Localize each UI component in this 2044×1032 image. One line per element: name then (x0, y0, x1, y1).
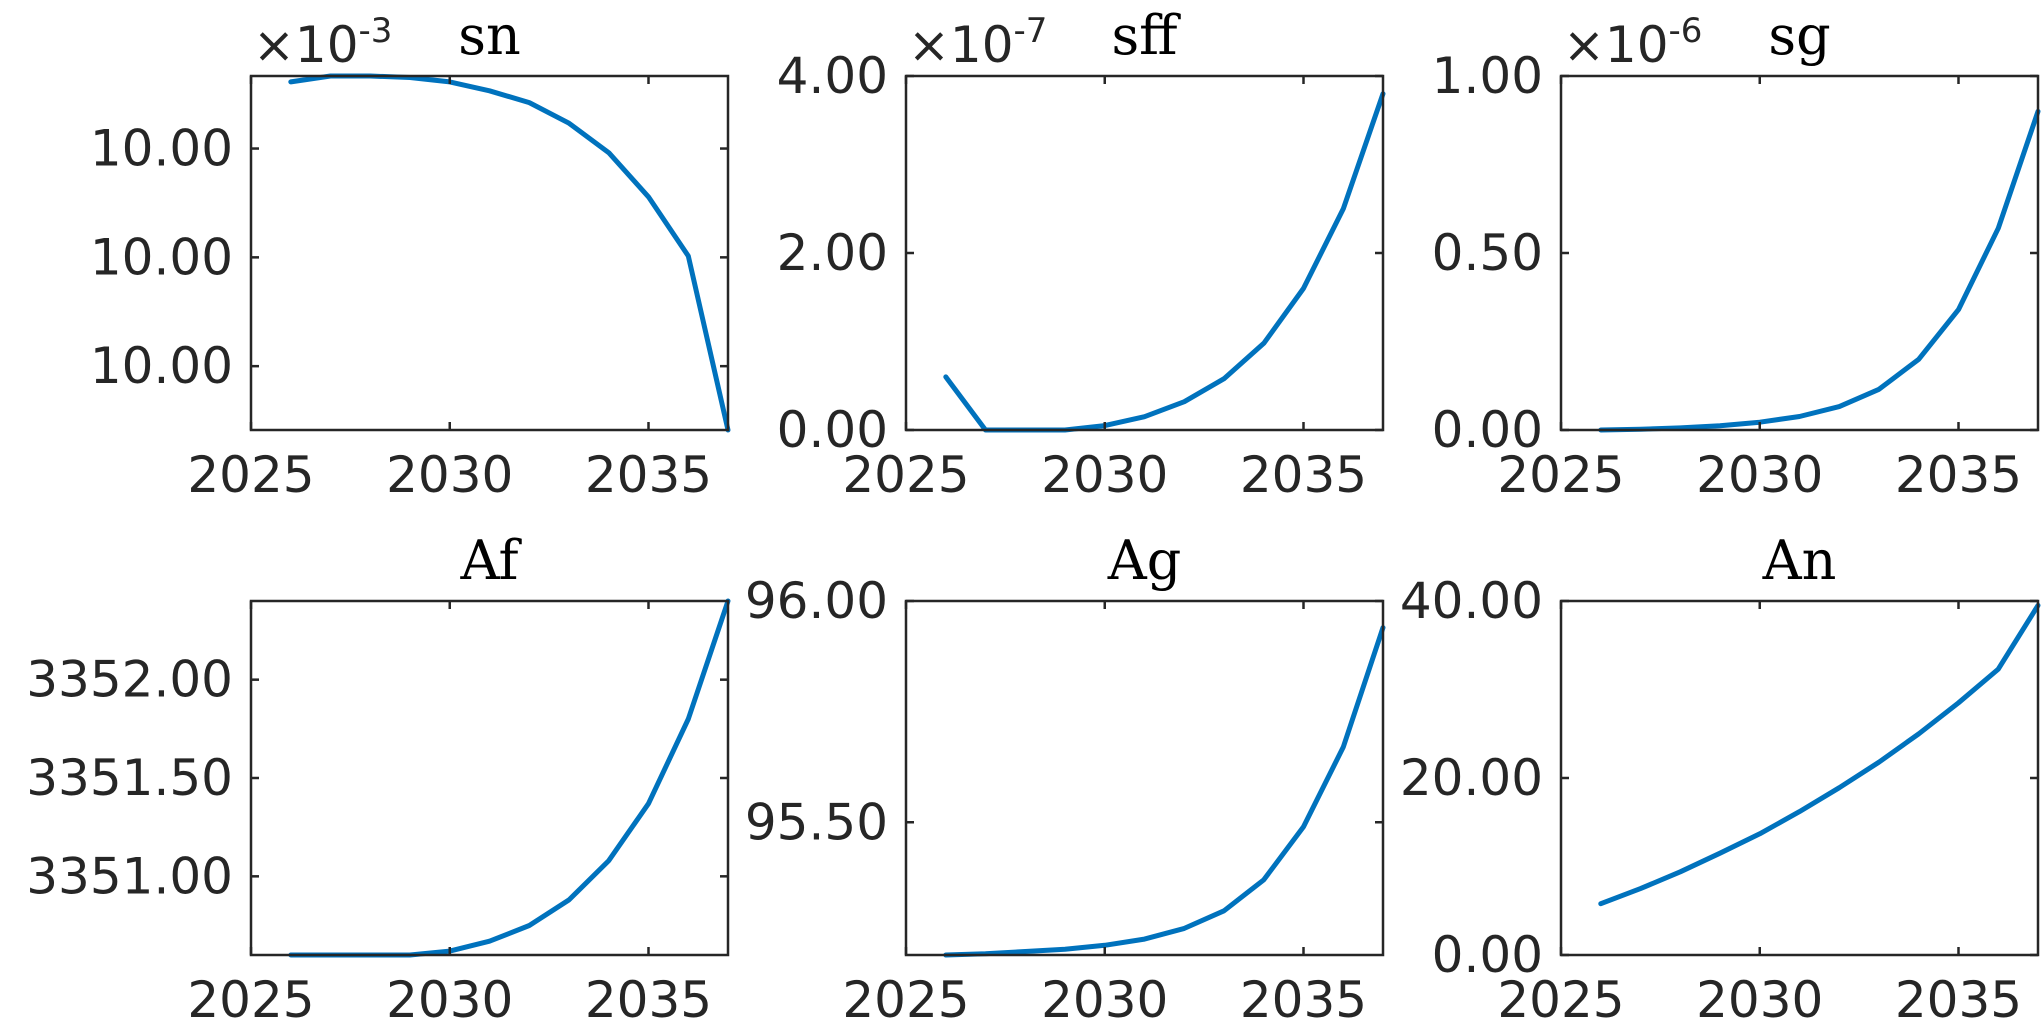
x-tick-label: 2025 (1497, 446, 1624, 504)
subplot-Af: 2025 2030 2035 3351.00 3351.50 3352.00 Af (26, 529, 731, 1029)
x-tick-label: 2030 (386, 971, 513, 1029)
axes-frame (904, 599, 1385, 957)
y-tick-label: 20.00 (1400, 749, 1543, 807)
axes-frame (1559, 74, 2040, 432)
subplot-sff: 2025 2030 2035 0.00 2.00 4.00 ×10-7 sff (777, 4, 1386, 504)
y-tick-label: 4.00 (777, 47, 888, 105)
y-tick-label: 3351.00 (26, 847, 233, 905)
subplot-title: Af (459, 529, 522, 592)
y-exponent-label: ×10-7 (908, 11, 1047, 74)
subplot-title: sff (1111, 4, 1181, 67)
axes-frame (249, 74, 730, 432)
subplot-title: sn (458, 4, 521, 67)
x-tick-label: 2025 (187, 971, 314, 1029)
series-line (943, 91, 1386, 433)
y-tick-label: 3351.50 (26, 749, 233, 807)
subplot-An: 2025 2030 2035 0.00 20.00 40.00 An (1400, 529, 2041, 1029)
x-tick-label: 2025 (842, 971, 969, 1029)
subplot-title: sg (1768, 4, 1830, 67)
x-tick-label: 2030 (386, 446, 513, 504)
subplot-Ag: 2025 2030 2035 95.50 96.00 Ag (745, 529, 1386, 1029)
x-tick-label: 2035 (585, 971, 712, 1029)
y-tick-label: 95.50 (745, 793, 888, 851)
y-tick-label: 40.00 (1400, 572, 1543, 630)
y-exponent-label: ×10-3 (253, 11, 392, 74)
y-tick-label: 3352.00 (26, 651, 233, 709)
axes-frame (904, 74, 1385, 432)
x-tick-label: 2035 (1240, 446, 1367, 504)
x-tick-label: 2025 (1497, 971, 1624, 1029)
series-line (1598, 108, 2041, 433)
y-tick-label: 10.00 (90, 337, 233, 395)
y-tick-label: 0.00 (1432, 401, 1543, 459)
y-tick-label: 0.50 (1432, 224, 1543, 282)
x-tick-label: 2025 (187, 446, 314, 504)
axes-frame (249, 599, 730, 957)
x-tick-label: 2030 (1041, 971, 1168, 1029)
axes-frame (1559, 599, 2040, 957)
subplot-title: An (1762, 529, 1837, 592)
y-tick-label: 96.00 (745, 572, 888, 630)
subplot-sg: 2025 2030 2035 0.00 0.50 1.00 ×10-6 sg (1432, 4, 2041, 504)
series-line (943, 625, 1386, 958)
y-tick-label: 1.00 (1432, 47, 1543, 105)
y-tick-label: 10.00 (90, 120, 233, 178)
y-tick-label: 0.00 (777, 401, 888, 459)
x-tick-label: 2035 (1240, 971, 1367, 1029)
y-tick-label: 2.00 (777, 224, 888, 282)
x-tick-label: 2030 (1696, 971, 1823, 1029)
y-tick-label: 10.00 (90, 228, 233, 286)
x-tick-label: 2035 (1895, 446, 2022, 504)
x-tick-label: 2025 (842, 446, 969, 504)
y-exponent-label: ×10-6 (1563, 11, 1702, 74)
y-tick-label: 0.00 (1432, 926, 1543, 984)
subplot-sn: 2025 2030 2035 10.00 10.00 10.00 ×10-3 sn (90, 4, 731, 504)
series-line (288, 598, 731, 958)
x-tick-label: 2030 (1696, 446, 1823, 504)
series-line (1598, 602, 2041, 907)
series-line (288, 73, 731, 433)
subplot-title: Ag (1107, 529, 1182, 592)
x-tick-label: 2035 (585, 446, 712, 504)
x-tick-label: 2035 (1895, 971, 2022, 1029)
x-tick-label: 2030 (1041, 446, 1168, 504)
